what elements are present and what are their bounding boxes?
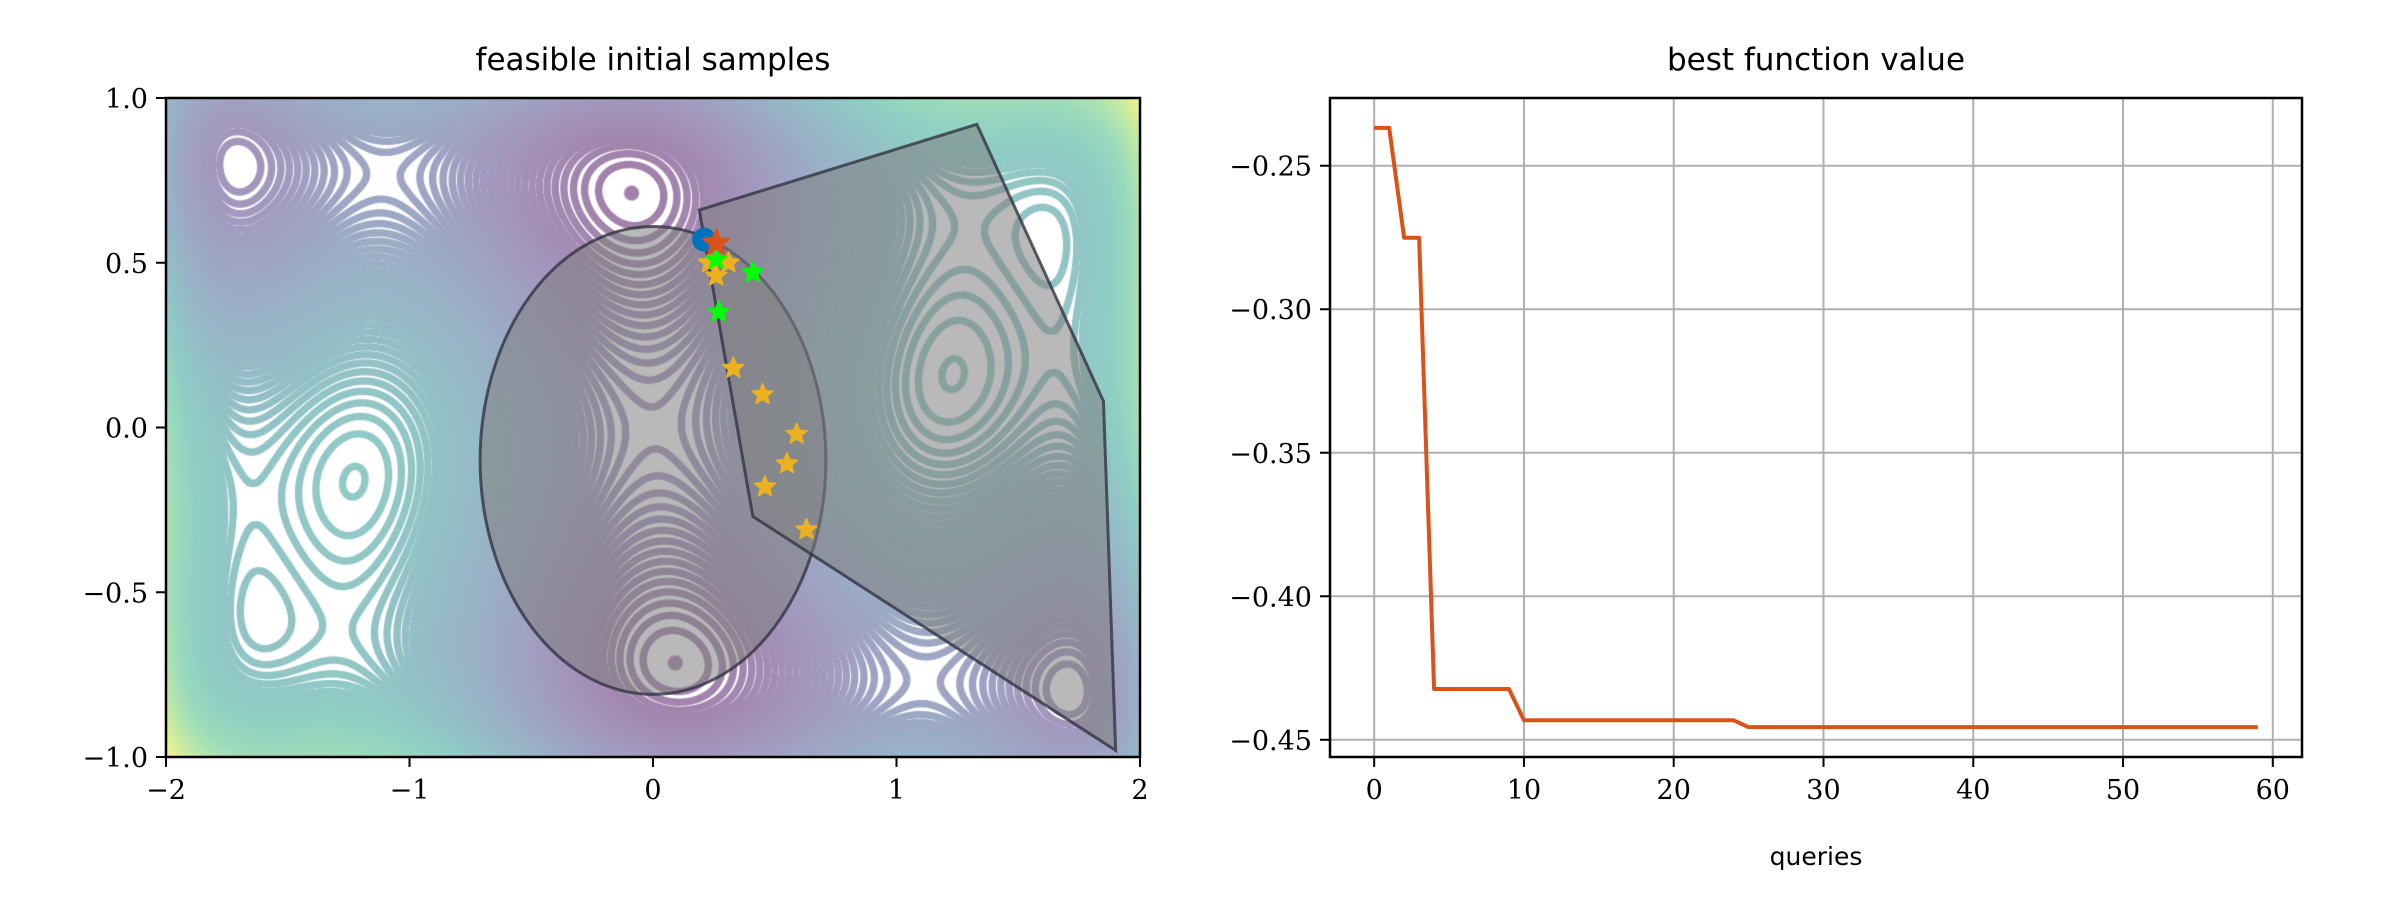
chart-title: feasible initial samples xyxy=(476,42,831,78)
x-tick-label: 0 xyxy=(644,775,661,806)
x-tick-label: 30 xyxy=(1806,775,1840,806)
x-tick-label: 0 xyxy=(1366,775,1383,806)
x-tick-label: 20 xyxy=(1657,775,1691,806)
constraint-polygon xyxy=(697,122,1118,754)
best-value-line xyxy=(1374,125,2258,730)
feasible-sample-star xyxy=(722,356,745,378)
feasible-sample-star xyxy=(795,517,818,540)
y-tick-label: 0.5 xyxy=(105,249,148,280)
y-tick-label: −0.45 xyxy=(1229,726,1312,757)
y-tick-label: −1.0 xyxy=(82,743,148,774)
x-tick-label: −1 xyxy=(390,775,430,806)
feasible-sample-star xyxy=(751,382,774,405)
y-tick-label: −0.40 xyxy=(1229,582,1312,613)
y-tick-label: −0.35 xyxy=(1229,439,1312,470)
x-tick-label: 10 xyxy=(1507,775,1541,806)
y-tick-label: 0.0 xyxy=(105,414,148,445)
feasible-sample-star xyxy=(775,451,799,474)
best-point-star xyxy=(702,228,731,256)
x-tick-label: 40 xyxy=(1956,775,1990,806)
y-tick-label: −0.30 xyxy=(1229,295,1312,326)
y-tick-label: 1.0 xyxy=(105,84,148,115)
x-axis-label: queries xyxy=(1770,842,1863,871)
x-tick-label: −2 xyxy=(146,775,186,806)
x-tick-label: 2 xyxy=(1131,775,1148,806)
feasible-sample-star xyxy=(753,475,777,497)
green-sample-star xyxy=(707,300,730,322)
green-sample-star xyxy=(741,260,765,283)
y-tick-label: −0.25 xyxy=(1229,152,1312,183)
left-axes: −2 −1 0 1 2 −1.0 −0.5 0.0 0.5 1.0 feasible initial… xyxy=(82,42,1148,806)
feasible-sample-star xyxy=(785,422,808,444)
x-tick-label: 60 xyxy=(2256,775,2290,806)
right-axes: 0 10 20 30 40 50 60 −0.25 −0.30 −0.35 −0.40 −0.45 be… xyxy=(1229,42,2304,871)
green-sample-star xyxy=(705,247,728,270)
feasible-sample-star xyxy=(705,264,728,286)
right-axes-frame xyxy=(1328,96,2304,759)
x-tick-label: 1 xyxy=(888,775,905,806)
x-tick-label: 50 xyxy=(2106,775,2140,806)
y-tick-label: −0.5 xyxy=(82,578,148,609)
chart-title: best function value xyxy=(1667,42,1965,78)
